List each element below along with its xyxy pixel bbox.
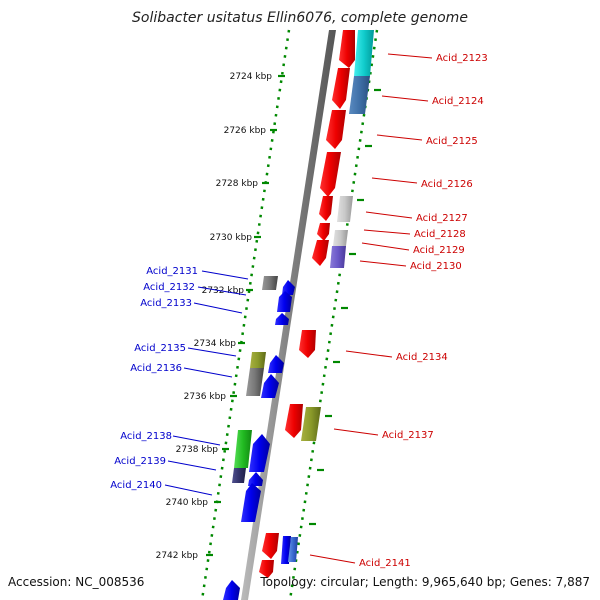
tick-label: 2740 kbp: [166, 498, 209, 508]
gene-acid-2135-arrow[interactable]: [268, 355, 284, 373]
gene-label-acid-2137[interactable]: Acid_2137: [382, 430, 434, 441]
gene-acid-2137[interactable]: [285, 404, 303, 438]
map-title: Solibacter usitatus Ellin6076, complete …: [132, 10, 468, 26]
scale-tick-marks: [206, 74, 381, 557]
gene-label-acid-2133[interactable]: Acid_2133: [140, 298, 192, 309]
gene-label-acid-2138[interactable]: Acid_2138: [120, 431, 172, 442]
gene-label-acid-2139[interactable]: Acid_2139: [114, 456, 166, 467]
gene-acid-2129[interactable]: [312, 240, 329, 266]
gene-acid-2127[interactable]: [319, 196, 333, 221]
accession-text: Accession: NC_008536: [8, 575, 145, 589]
right-label-leaders: [309, 53, 433, 564]
gene-label-acid-2132[interactable]: Acid_2132: [143, 282, 195, 293]
gene-acid-2125[interactable]: [326, 110, 346, 149]
gene-acid-2141-red2[interactable]: [259, 560, 274, 578]
gene-acid-2124-block[interactable]: [349, 76, 370, 114]
gene-acid-2127-block[interactable]: [337, 196, 353, 222]
gene-label-acid-2123[interactable]: Acid_2123: [436, 53, 488, 64]
gene-acid-2124[interactable]: [332, 68, 350, 109]
gene-acid-2137-block[interactable]: [301, 407, 321, 441]
gene-acid-2133[interactable]: [275, 313, 289, 325]
gene-label-acid-2130[interactable]: Acid_2130: [410, 261, 462, 272]
gene-label-acid-2124[interactable]: Acid_2124: [432, 96, 484, 107]
gene-label-acid-2126[interactable]: Acid_2126: [421, 179, 473, 190]
gene-acid-2136-arrow[interactable]: [261, 374, 279, 398]
tick-label: 2734 kbp: [194, 339, 237, 349]
tick-label: 2724 kbp: [230, 72, 273, 82]
gene-label-acid-2140[interactable]: Acid_2140: [110, 480, 162, 491]
gene-acid-2128[interactable]: [317, 223, 330, 241]
gene-acid-2141-left[interactable]: [223, 580, 240, 600]
tick-label: 2728 kbp: [216, 179, 259, 189]
tick-label: 2742 kbp: [156, 551, 199, 561]
gene-acid-2130[interactable]: [330, 246, 346, 268]
gene-label-acid-2127[interactable]: Acid_2127: [416, 213, 468, 224]
gene-acid-2139-arrow[interactable]: [248, 472, 263, 486]
gene-label-acid-2136[interactable]: Acid_2136: [130, 363, 182, 374]
gene-acid-2138-arrow[interactable]: [249, 434, 270, 472]
gene-label-acid-2125[interactable]: Acid_2125: [426, 136, 478, 147]
gene-acid-2138[interactable]: [234, 430, 252, 468]
gene-acid-2131[interactable]: [262, 276, 278, 290]
gene-label-acid-2129[interactable]: Acid_2129: [413, 245, 465, 256]
tick-label: 2738 kbp: [176, 445, 219, 455]
tick-label: 2730 kbp: [210, 233, 253, 243]
gene-label-acid-2134[interactable]: Acid_2134: [396, 352, 448, 363]
gene-acid-2139[interactable]: [232, 468, 246, 483]
gene-acid-2140[interactable]: [241, 483, 261, 522]
gene-label-acid-2128[interactable]: Acid_2128: [414, 229, 466, 240]
gene-label-acid-2135[interactable]: Acid_2135: [134, 343, 186, 354]
gene-acid-2123[interactable]: [339, 30, 355, 68]
gene-acid-2134[interactable]: [299, 330, 316, 358]
gene-acid-2132[interactable]: [277, 291, 292, 312]
gene-acid-2126[interactable]: [320, 152, 341, 197]
left-label-leaders: [164, 270, 249, 496]
gene-acid-2136[interactable]: [246, 368, 264, 396]
gene-acid-2141-blue[interactable]: [281, 536, 291, 564]
gene-acid-2128-block[interactable]: [333, 230, 348, 246]
tick-label: 2736 kbp: [184, 392, 227, 402]
gene-acid-2135[interactable]: [250, 352, 266, 368]
gene-label-acid-2131[interactable]: Acid_2131: [146, 266, 198, 277]
gene-acid-2141-block[interactable]: [288, 537, 298, 562]
gene-label-acid-2141[interactable]: Acid_2141: [359, 558, 411, 569]
gene-acid-2123-block[interactable]: [354, 30, 374, 76]
genome-summary-text: Topology: circular; Length: 9,965,640 bp…: [260, 575, 590, 589]
gene-acid-2141[interactable]: [262, 533, 279, 559]
tick-label: 2726 kbp: [224, 126, 267, 136]
